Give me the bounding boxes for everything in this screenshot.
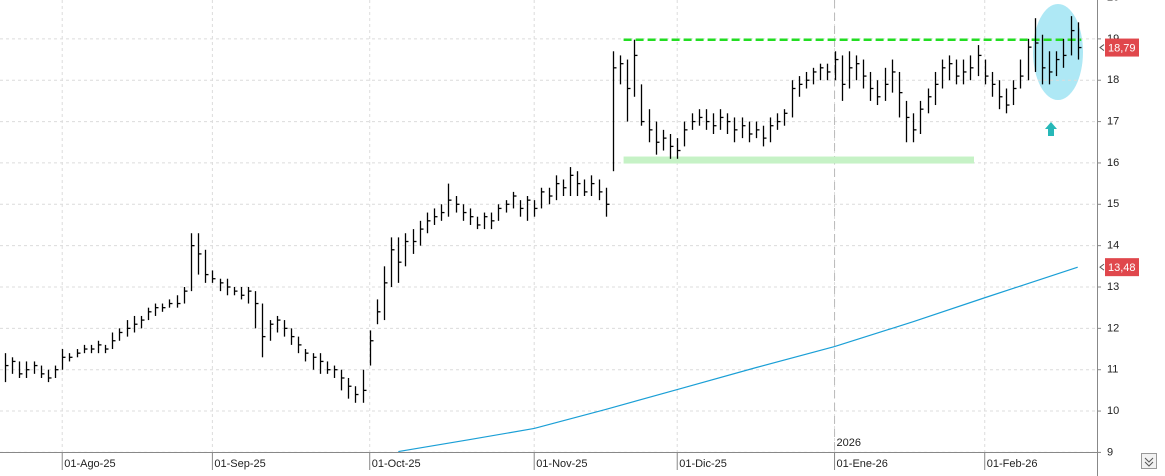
last-value-label: 13,48 bbox=[1099, 258, 1139, 277]
y-tick-label: 11 bbox=[1107, 364, 1118, 376]
plot-area: 2026 bbox=[0, 0, 1097, 453]
axes: 9101112131415161718192001-Ago-2501-Sep-2… bbox=[61, 0, 1139, 470]
last-value-label: 18,79 bbox=[1099, 38, 1139, 57]
x-tick-label: 01-Nov-25 bbox=[536, 458, 587, 470]
corner-button[interactable] bbox=[1141, 453, 1157, 469]
x-tick-label: 01-Oct-25 bbox=[372, 458, 421, 470]
x-tick-label: 01-Dic-25 bbox=[679, 458, 727, 470]
moving-average bbox=[398, 266, 1078, 453]
y-tick-label: 12 bbox=[1107, 322, 1119, 334]
last-value-text: 18,79 bbox=[1108, 42, 1136, 54]
corner-icon bbox=[1141, 453, 1157, 469]
y-tick-label: 9 bbox=[1107, 446, 1113, 458]
x-tick-label: 01-Sep-25 bbox=[214, 458, 265, 470]
support-band bbox=[623, 156, 974, 164]
year-label: 2026 bbox=[837, 437, 861, 449]
last-value-box bbox=[1105, 38, 1139, 57]
y-tick-label: 16 bbox=[1107, 157, 1119, 169]
y-tick-label: 14 bbox=[1107, 240, 1119, 252]
x-tick-label: 01-Ene-26 bbox=[837, 458, 888, 470]
corner-chevron bbox=[1144, 457, 1154, 463]
x-tick-label: 01-Feb-26 bbox=[987, 458, 1038, 470]
corner-chevron bbox=[1144, 461, 1154, 467]
y-tick-label: 15 bbox=[1107, 198, 1119, 210]
y-tick-label: 13 bbox=[1107, 281, 1119, 293]
y-tick-label: 17 bbox=[1107, 115, 1119, 127]
last-value-pointer bbox=[1099, 263, 1105, 271]
y-tick-label: 18 bbox=[1107, 74, 1119, 86]
y-tick-label: 20 bbox=[1107, 0, 1119, 3]
last-value-pointer bbox=[1099, 44, 1105, 51]
x-tick-label: 01-Ago-25 bbox=[64, 458, 115, 470]
last-value-box bbox=[1105, 258, 1139, 277]
last-value-text: 13,48 bbox=[1108, 262, 1136, 274]
y-tick-label: 10 bbox=[1107, 405, 1119, 417]
highlight-ellipse bbox=[1033, 4, 1083, 100]
up-arrow bbox=[1045, 122, 1057, 136]
